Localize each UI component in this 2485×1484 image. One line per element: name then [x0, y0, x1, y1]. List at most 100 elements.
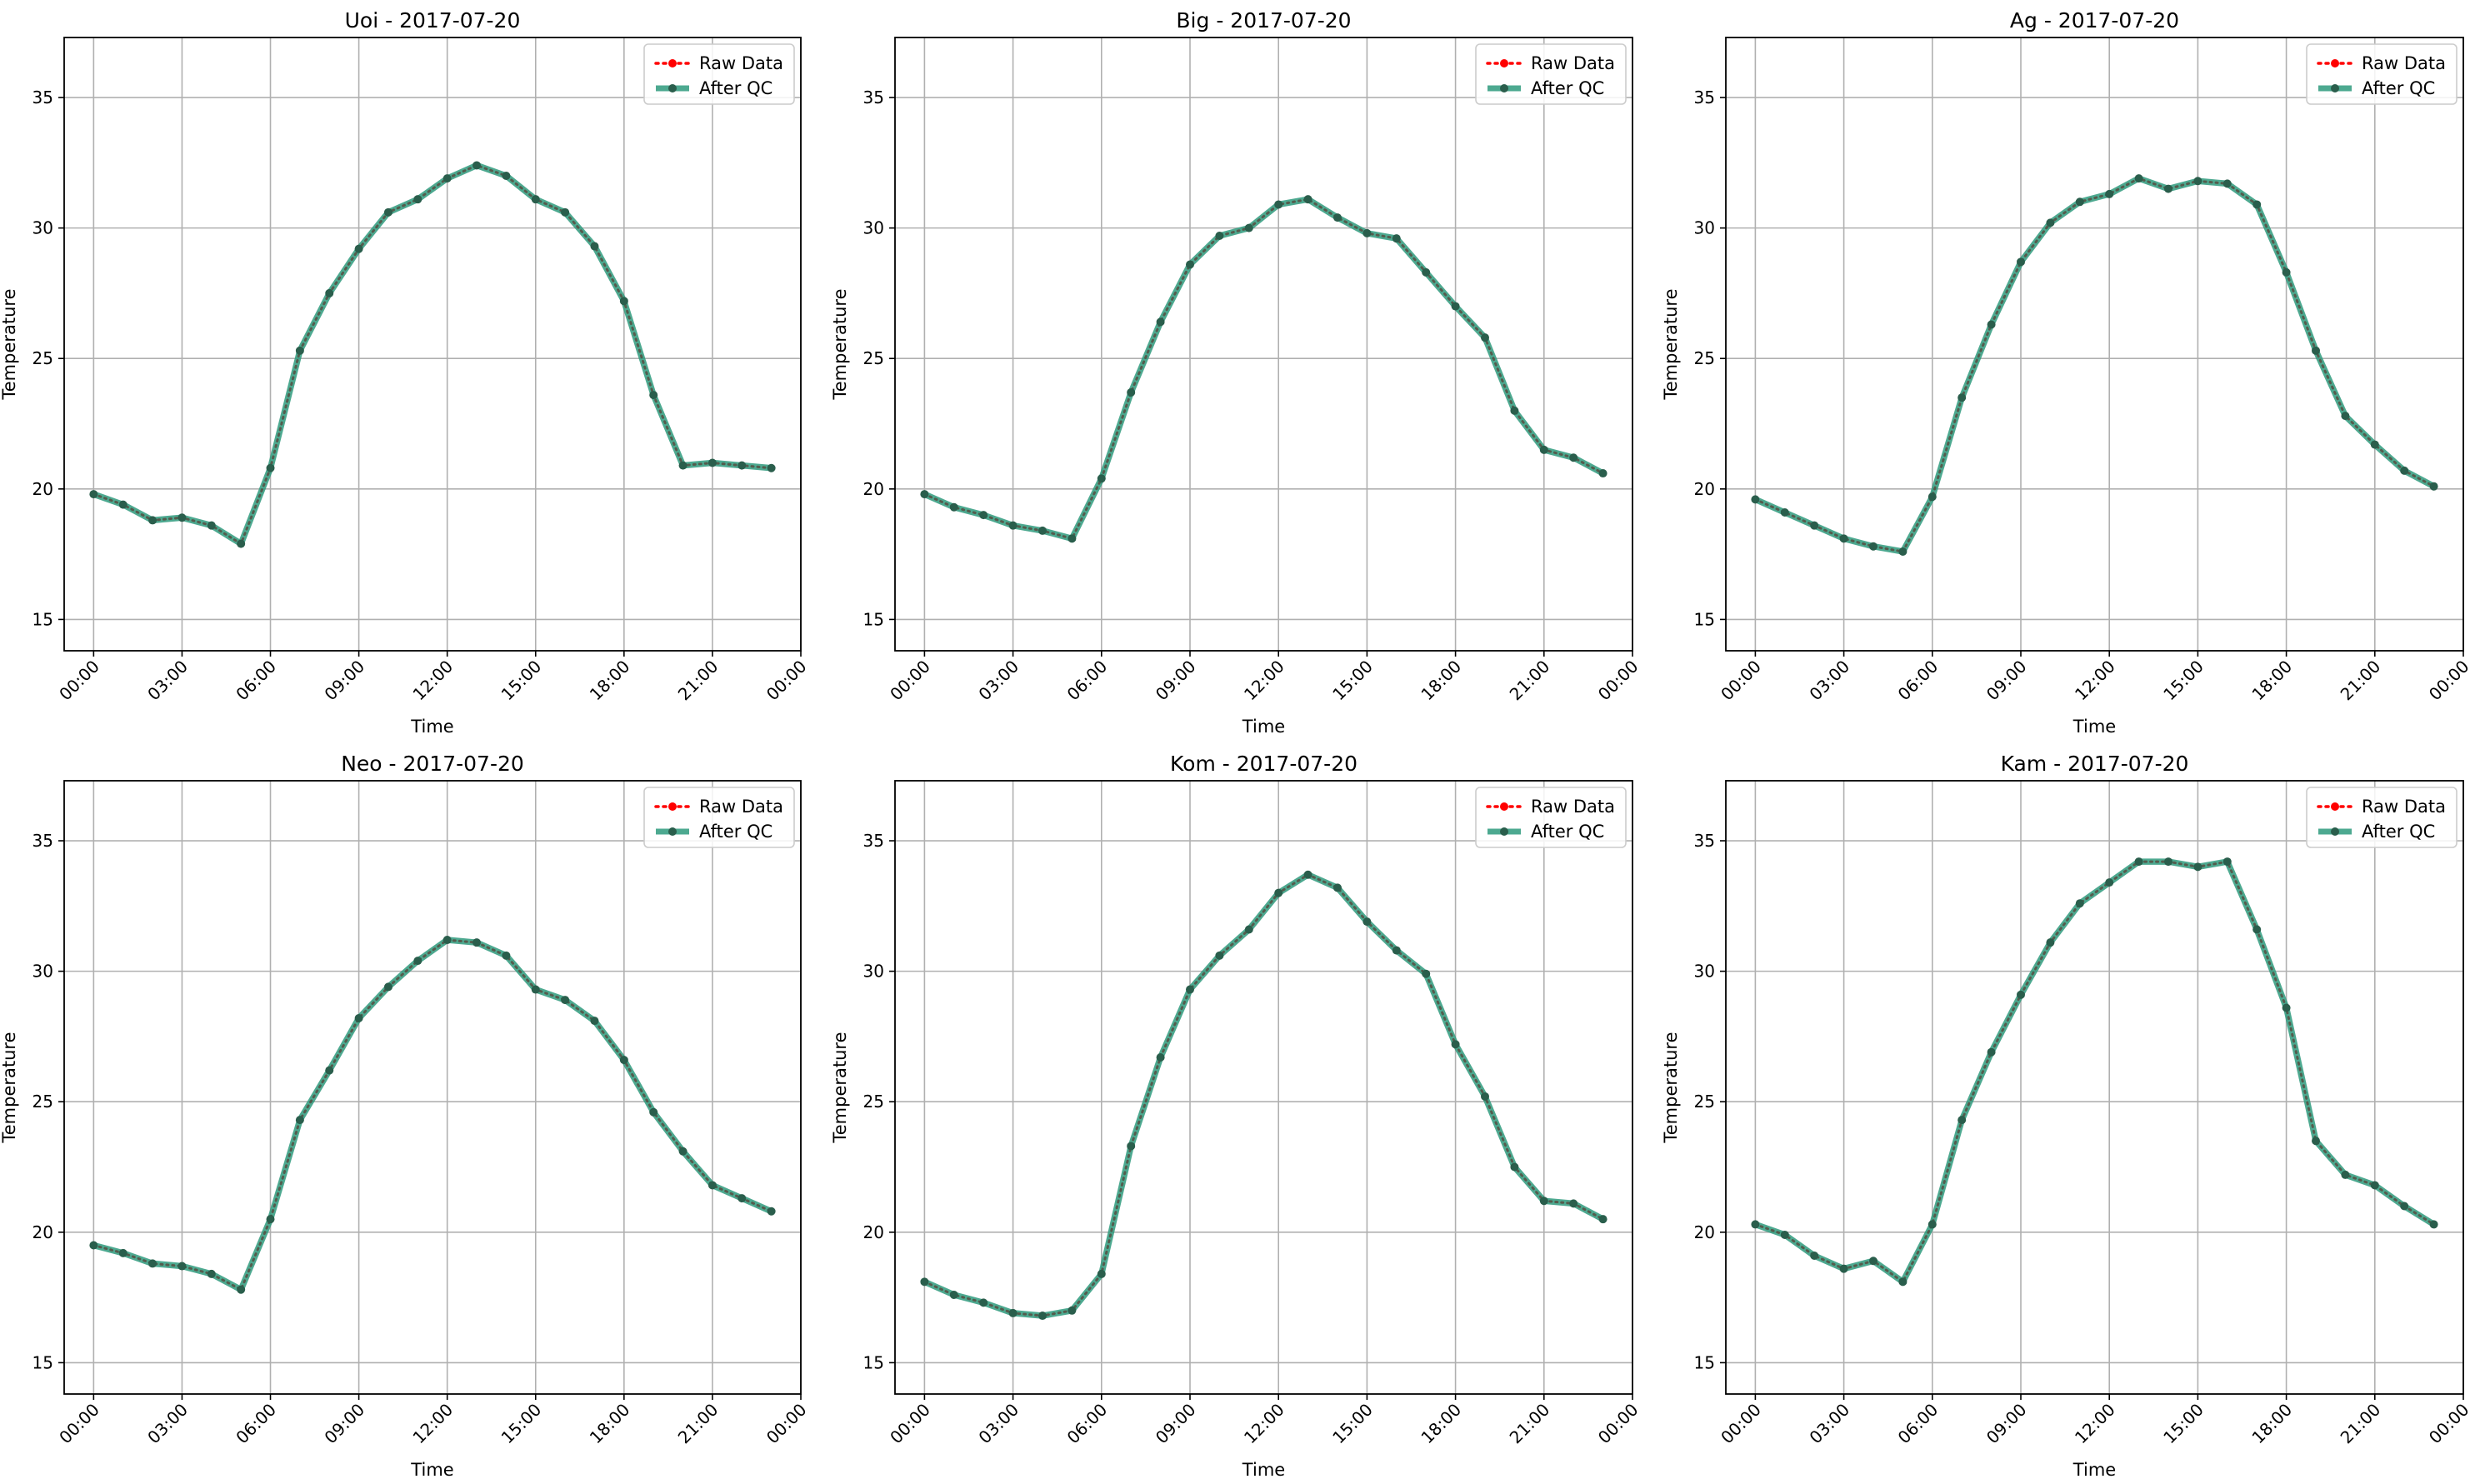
x-tick-label: 06:00: [1063, 657, 1112, 705]
data-point: [1958, 393, 1967, 402]
x-axis-label: Time: [2072, 1460, 2116, 1480]
series-after-qc: [1752, 175, 2438, 555]
legend-marker-raw-data: [668, 802, 677, 811]
axes-frame: [63, 780, 802, 1395]
panel-3: 15 20 25 30 35 00:00 03:00 06:00 09:00 12:00 15:00…: [1661, 8, 2473, 737]
data-points: [920, 870, 1608, 1321]
axes-frame: [894, 37, 1633, 652]
y-tick-label: 15: [32, 1352, 53, 1372]
data-point: [1958, 1116, 1967, 1125]
data-point: [561, 207, 570, 217]
legend-marker-after-qc: [1500, 827, 1508, 836]
legend-label-after-qc: After QC: [699, 78, 772, 98]
legend-label-raw-data: Raw Data: [699, 53, 783, 73]
data-point: [1097, 1269, 1106, 1278]
data-points: [89, 936, 776, 1294]
x-tick-label: 03:00: [143, 657, 192, 705]
y-tick-label: 20: [1694, 1222, 1715, 1242]
x-tick-label: 00:00: [886, 657, 934, 705]
data-point: [1780, 508, 1789, 517]
data-point: [1156, 1052, 1165, 1062]
y-tick-label: 20: [1694, 479, 1715, 499]
y-tick-label: 30: [32, 218, 53, 238]
data-point: [590, 1017, 599, 1026]
y-tick-label: 35: [1694, 87, 1715, 107]
data-points: [89, 161, 776, 548]
panel-4: 15 20 25 30 35 00:00 03:00 06:00 09:00 12:00 15:00…: [0, 752, 811, 1480]
data-point: [649, 1107, 658, 1117]
y-tick-label: 35: [863, 831, 884, 851]
axes-frame: [63, 37, 802, 652]
data-point: [1038, 1312, 1047, 1321]
data-point: [2134, 857, 2143, 867]
x-tick-label: 09:00: [1982, 1400, 2031, 1448]
x-tick-label: 03:00: [974, 1400, 1022, 1448]
data-point: [920, 490, 929, 499]
data-point: [1569, 453, 1578, 462]
x-tick-label: 00:00: [2425, 657, 2473, 705]
legend: Raw Data After QC: [643, 787, 795, 848]
x-tick-label: 12:00: [2071, 1400, 2119, 1448]
x-tick-label: 18:00: [1417, 1400, 1465, 1448]
panel-5: 15 20 25 30 35 00:00 03:00 06:00 09:00 12:00 15:00…: [830, 752, 1642, 1480]
series-raw-data: [92, 163, 773, 546]
data-point: [295, 1116, 304, 1125]
data-point: [1303, 870, 1312, 879]
data-point: [1751, 495, 1760, 504]
data-point: [266, 1215, 275, 1224]
data-point: [1928, 1220, 1937, 1229]
legend-marker-after-qc: [668, 84, 677, 92]
y-tick-label: 25: [863, 348, 884, 368]
x-tick-label: 21:00: [2337, 1400, 2385, 1448]
series-raw-data: [1753, 177, 2436, 553]
x-tick-label: 15:00: [2159, 657, 2208, 705]
grid: [895, 37, 1633, 651]
data-point: [325, 288, 334, 297]
data-point: [2193, 862, 2202, 872]
legend-label-raw-data: Raw Data: [1531, 53, 1615, 73]
data-point: [383, 207, 392, 217]
data-point: [207, 521, 216, 530]
data-point: [1510, 406, 1519, 415]
legend: Raw Data After QC: [1475, 43, 1627, 105]
y-tick-label: 20: [32, 479, 53, 499]
data-point: [2252, 925, 2262, 934]
x-tick-label: 00:00: [762, 1400, 811, 1448]
data-point: [2017, 257, 2025, 267]
data-point: [2075, 197, 2084, 207]
y-tick-label: 30: [32, 962, 53, 982]
series-raw-data: [1753, 860, 2436, 1284]
data-point: [1898, 1277, 1908, 1287]
x-tick-label: 09:00: [1982, 657, 2031, 705]
data-point: [1569, 1199, 1578, 1208]
x-tick-label: 15:00: [1328, 657, 1377, 705]
data-point: [89, 1241, 98, 1250]
data-point: [1097, 474, 1106, 483]
data-point: [2046, 218, 2055, 227]
x-tick-label: 18:00: [2248, 1400, 2296, 1448]
y-tick-label: 35: [32, 831, 53, 851]
chart-title: Uoi - 2017-07-20: [345, 8, 521, 32]
data-point: [89, 490, 98, 499]
data-point: [1780, 1230, 1789, 1239]
data-point: [354, 244, 363, 253]
data-point: [531, 195, 540, 204]
data-point: [118, 500, 128, 509]
x-tick-label: 18:00: [2248, 657, 2296, 705]
data-point: [2282, 1003, 2291, 1012]
x-tick-label: 21:00: [674, 657, 722, 705]
x-tick-label: 21:00: [1506, 1400, 1554, 1448]
data-point: [1751, 1220, 1760, 1229]
data-point: [767, 1207, 776, 1216]
data-point: [207, 1269, 216, 1278]
data-point: [1186, 260, 1194, 269]
y-tick-label: 15: [863, 609, 884, 629]
x-tick-label: 03:00: [1805, 1400, 1853, 1448]
data-point: [2252, 200, 2262, 209]
legend-label-after-qc: After QC: [2362, 78, 2435, 98]
data-point: [561, 996, 570, 1005]
data-points: [1751, 857, 2438, 1287]
data-point: [266, 463, 275, 472]
y-tick-label: 15: [1694, 1352, 1715, 1372]
x-tick-label: 21:00: [2337, 657, 2385, 705]
